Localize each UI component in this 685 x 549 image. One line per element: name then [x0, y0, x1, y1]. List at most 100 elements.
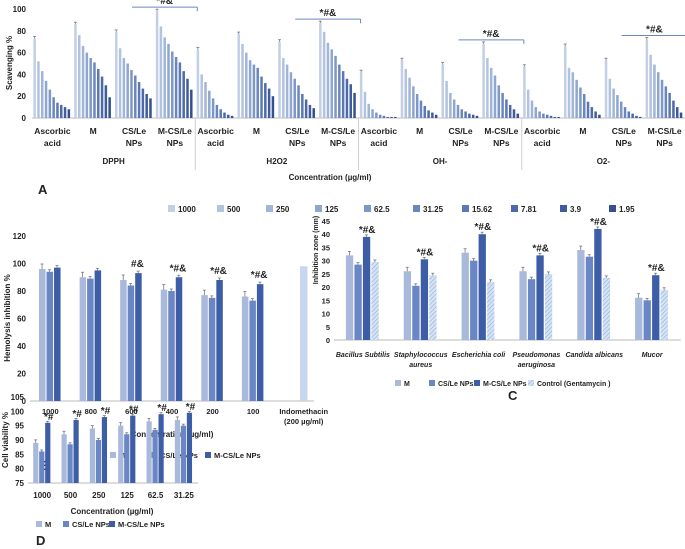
panel-a-bar [542, 113, 545, 118]
panel-a-bar [497, 85, 501, 118]
panel-a-legend-label: 1.95 [619, 205, 635, 214]
panel-c-y-tick-label: 45 [322, 217, 330, 226]
panel-a-bar [289, 72, 293, 118]
panel-a-category-label: CS/Le [122, 126, 146, 136]
panel-d-annotation: *# [157, 403, 167, 414]
panel-b-category-label: Indomethacin [279, 407, 328, 416]
panel-c-y-tick-label: 20 [322, 283, 330, 292]
panel-a-letter: A [38, 182, 48, 197]
panel-a-bar [41, 71, 44, 118]
panel-c-bar-1 [354, 264, 362, 340]
panel-b-y-tick-label: 120 [13, 232, 27, 241]
panel-c-y-tick-label: 10 [322, 310, 330, 319]
panel-a-bar [486, 58, 489, 118]
panel-a-bar [412, 86, 415, 118]
panel-a-group-label: O2- [597, 157, 611, 166]
panel-c-category-label: Staphylococcus [394, 352, 448, 359]
panel-a-bar [363, 91, 367, 118]
panel-a-category-label: NPs [452, 138, 469, 148]
panel-a-bar [74, 24, 77, 118]
panel-b-y-tick-label: 20 [17, 370, 26, 379]
panel-d-category-label: 1000 [33, 491, 51, 500]
panel-b-bar-cslenps [46, 271, 54, 401]
panel-a-category-label: CS/Le [285, 126, 309, 136]
panel-c-bar-1 [585, 256, 594, 340]
panel-c-category-label: Mucor [642, 352, 664, 359]
panel-c-bar-1 [643, 300, 651, 340]
panel-a-bar [664, 86, 668, 118]
panel-a-bar [631, 113, 634, 118]
panel-a-bar [400, 60, 404, 118]
panel-a-legend-swatch [168, 205, 175, 212]
panel-c-legend-label: CS/Le NPs [438, 381, 474, 388]
panel-a-bar [419, 100, 423, 118]
panel-a-bar [200, 74, 203, 118]
panel-d-y-tick-label: 85 [15, 450, 24, 459]
panel-a-bar [223, 112, 226, 118]
panel-d-category-label: 125 [120, 491, 134, 500]
panel-d-x-label: Concentration (µg/ml) [71, 507, 154, 516]
panel-b-legend-swatch [110, 452, 116, 458]
panel-a-bar [679, 112, 683, 118]
panel-a-bar [456, 104, 460, 118]
panel-c-bar-2 [652, 275, 660, 340]
panel-a-bar [349, 84, 352, 118]
panel-a-bar [155, 11, 159, 118]
panel-a-bar [359, 72, 363, 118]
panel-a-bar [285, 64, 289, 118]
panel-c-bar-0 [635, 297, 643, 340]
panel-c-legend-swatch [429, 380, 435, 386]
panel-c-category-label: Pseudomonas [512, 352, 560, 359]
panel-d-bar-0 [118, 425, 124, 483]
panel-a-bar [434, 114, 438, 118]
panel-a-bar [130, 70, 133, 118]
panel-a-legend-label: 3.9 [570, 205, 582, 214]
panel-a-bar [37, 61, 40, 118]
panel-b-annotation: *#& [251, 270, 268, 281]
panel-a-category-label: acid [534, 138, 551, 148]
panel-b-y-tick-label: 0 [22, 397, 27, 406]
panel-a-y-label: Scavenging % [5, 36, 14, 90]
panel-a-bar [371, 109, 374, 118]
panel-a-bar [63, 107, 67, 118]
panel-a-bar [248, 60, 252, 118]
panel-d-bar-1 [39, 451, 45, 483]
panel-b-bar-m [201, 295, 208, 401]
panel-a-bar [441, 64, 445, 118]
panel-a-bar [608, 78, 612, 118]
panel-a-y-tick-label: 60 [17, 49, 26, 58]
panel-a-bar [575, 79, 578, 118]
panel-d-letter: D [36, 533, 45, 548]
panel-a-bar [245, 52, 248, 118]
panel-a-bar [475, 115, 479, 118]
panel-a-bar [278, 41, 281, 119]
panel-d-category-label: 31.25 [174, 491, 195, 500]
panel-a-bar [553, 116, 557, 118]
panel-a-bar [582, 94, 586, 118]
panel-c-y-tick-label: 25 [322, 270, 330, 279]
panel-d-annotation: *# [129, 405, 139, 416]
panel-a-legend-label: 1000 [178, 205, 196, 214]
panel-c-legend-swatch [395, 380, 401, 386]
panel-a-bar [118, 48, 122, 118]
panel-c-annotation: *#& [648, 263, 665, 274]
panel-a-bar [571, 72, 575, 118]
panel-c-bar-2 [362, 236, 371, 340]
panel-a-bar [108, 97, 111, 118]
panel-a-bar [390, 116, 393, 118]
panel-a-category-label: M-CS/Le [484, 126, 518, 136]
panel-c-bar-3 [660, 289, 668, 340]
panel-a-bar [579, 87, 582, 118]
panel-a-bar [301, 94, 304, 118]
panel-d-annotation: *# [44, 412, 54, 423]
panel-a-legend-label: 7.81 [521, 205, 537, 214]
panel-d-annotation: *# [72, 409, 82, 420]
panel-a-category-label: M-CS/Le [648, 126, 682, 136]
panel-c-legend-swatch [474, 380, 480, 386]
panel-a-bar [319, 23, 322, 119]
panel-a-category-label: M [90, 126, 97, 136]
panel-c-bar-1 [412, 285, 420, 340]
panel-a-bar [211, 98, 215, 118]
panel-c-bar-0 [577, 250, 585, 340]
panel-a-bar [468, 113, 471, 118]
